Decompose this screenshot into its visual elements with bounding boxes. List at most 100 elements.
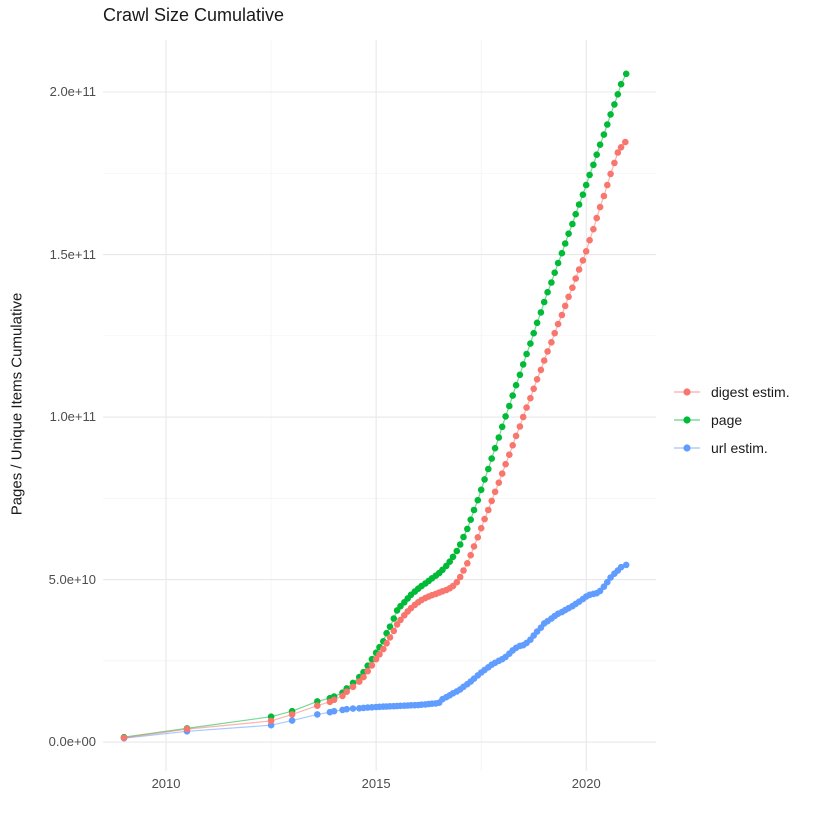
y-tick-label-5.0e+10: 5.0e+10 — [48, 571, 96, 587]
series-digest-estim-point — [467, 551, 475, 559]
series-page-point — [548, 279, 555, 286]
series-digest-estim-point — [380, 645, 387, 653]
x-tick-label-2020: 2020 — [571, 776, 601, 791]
series-page-point — [470, 506, 478, 514]
series-digest-estim-point — [523, 404, 530, 411]
series-digest-estim-point — [530, 385, 537, 393]
series-page-point — [506, 402, 513, 410]
series-page-point — [512, 381, 520, 389]
series-digest-estim-point — [604, 181, 611, 189]
y-tick-label-2.0e+11: 2.0e+11 — [49, 84, 96, 99]
series-page-point — [502, 413, 509, 420]
series-url-estim-point — [343, 705, 351, 713]
series-digest-estim-point — [368, 662, 376, 669]
series-digest-estim-point — [481, 515, 488, 523]
series-digest-estim-point — [593, 214, 600, 222]
legend-item-url-estim: url estim. — [672, 434, 790, 462]
legend-item-digest-estim: digest estim. — [672, 378, 790, 406]
series-digest-estim-line — [123, 141, 626, 739]
series-page-point — [495, 434, 503, 441]
series-page-point — [527, 340, 534, 347]
series-page-point — [582, 181, 590, 189]
legend-label: digest estim. — [711, 384, 790, 400]
series-page-point — [481, 476, 488, 483]
series-digest-estim-point — [565, 293, 572, 301]
legend-key-digest-estim-icon — [672, 386, 702, 398]
series-digest-estim-point — [488, 497, 496, 505]
series-page-point — [572, 210, 579, 218]
series-page-point — [544, 288, 551, 296]
series-digest-estim-point — [477, 524, 485, 532]
series-page-point — [558, 249, 566, 257]
y-tick-label-1.5e+11: 1.5e+11 — [49, 246, 96, 262]
series-digest-estim-point — [349, 683, 357, 691]
series-page-point — [474, 496, 482, 504]
series-digest-estim-point — [464, 560, 471, 567]
series-page-point — [593, 151, 600, 158]
legend-label: page — [711, 412, 743, 428]
series-digest-estim-point — [519, 413, 527, 421]
series-url-estim-point — [622, 561, 630, 569]
series-digest-estim-point — [590, 225, 597, 233]
series-page-point — [561, 240, 569, 247]
series-digest-estim-point — [533, 376, 541, 383]
series-page-point — [519, 361, 527, 368]
legend-label: url estim. — [711, 440, 768, 456]
series-digest-estim-point — [561, 302, 569, 310]
series-digest-estim-point — [339, 692, 346, 700]
series-digest-estim-point — [470, 543, 478, 550]
chart-title: Crawl Size Cumulative — [103, 5, 285, 25]
series-page-point — [390, 615, 398, 622]
series-digest-estim-point — [356, 678, 363, 685]
series-page-point — [554, 259, 562, 267]
series-digest-estim-point — [551, 329, 558, 337]
series-page-point — [590, 161, 597, 169]
series-page-point — [477, 486, 485, 494]
series-page-point — [551, 269, 558, 277]
series-page — [120, 70, 630, 741]
series-digest-estim-point — [502, 460, 509, 468]
series-digest-estim-point — [364, 667, 372, 675]
series-page-point — [617, 80, 625, 88]
series-digest-estim-point — [572, 275, 579, 282]
series-digest-estim-point — [548, 339, 555, 346]
series-digest-estim-point — [343, 688, 351, 695]
series-url-estim-point — [349, 705, 357, 712]
series-url-estim — [120, 561, 630, 742]
series-digest-estim-point — [617, 144, 625, 151]
y-tick-label-1.0e+11: 1.0e+11 — [49, 409, 96, 425]
series-page-point — [540, 298, 548, 306]
series-page-point — [449, 553, 457, 561]
series-digest-estim-point — [622, 138, 629, 146]
series-page-point — [516, 371, 524, 379]
series-digest-estim-point — [397, 616, 404, 624]
series-page-point — [565, 230, 572, 237]
series-digest-estim-point — [575, 266, 583, 273]
series-digest-estim-point — [596, 203, 604, 211]
series-digest-estim — [120, 138, 629, 742]
series-digest-estim-point — [611, 159, 618, 167]
series-digest-estim-point — [386, 634, 394, 641]
series-page-point — [523, 350, 530, 358]
series-digest-estim-point — [393, 621, 401, 628]
series-digest-estim-point — [512, 432, 520, 440]
series-page-point — [530, 329, 537, 337]
series-digest-estim-point — [495, 479, 503, 487]
series-page-point — [467, 516, 475, 523]
series-digest-estim-point — [600, 192, 608, 200]
series-page-point — [446, 558, 454, 565]
series-page-point — [460, 533, 467, 541]
series-page-point — [485, 465, 492, 473]
series-digest-estim-point — [527, 394, 534, 402]
series-digest-estim-point — [509, 442, 516, 449]
series-page-point — [386, 623, 394, 630]
series-page-point — [622, 70, 630, 78]
minor-gridlines — [103, 40, 656, 771]
series-page-point — [456, 541, 464, 548]
series-digest-estim-point — [460, 567, 467, 574]
series-digest-estim-point — [360, 673, 367, 681]
series-page-point — [533, 319, 541, 327]
series-url-estim-point — [314, 711, 321, 718]
